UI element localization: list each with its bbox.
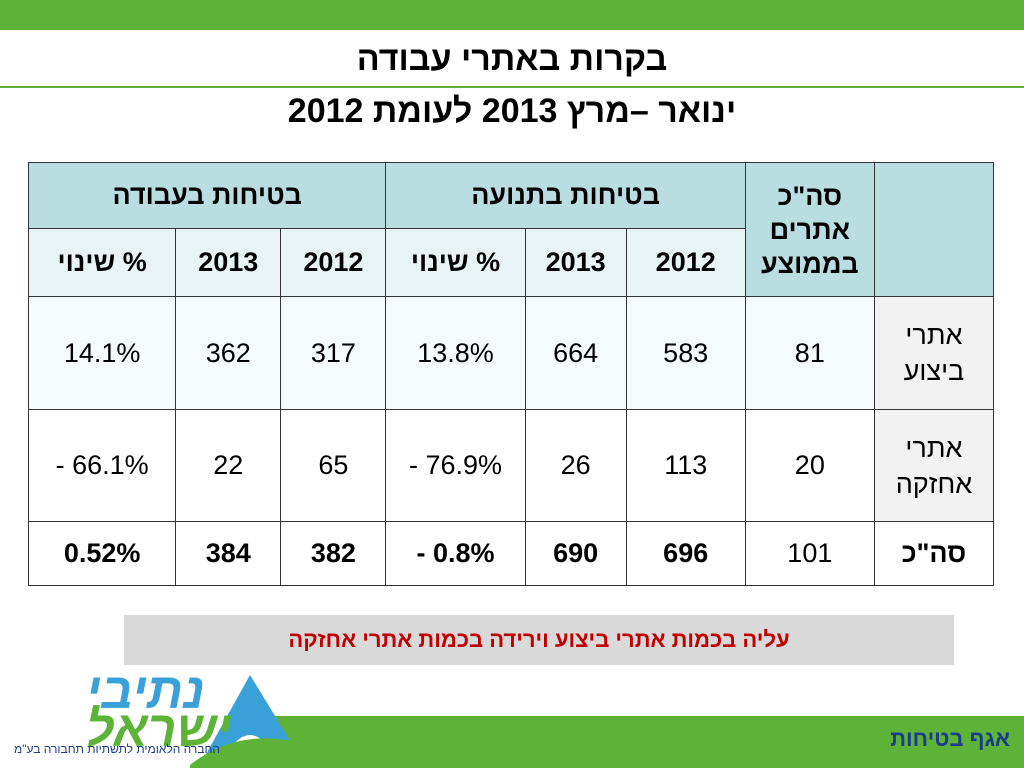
work-2013-total-cell: 384	[175, 521, 282, 586]
traffic-change-cell: 13.8%	[385, 296, 526, 410]
work-2013-cell: 362	[175, 296, 282, 410]
summary-note: עליה בכמות אתרי ביצוע וירידה בכמות אתרי …	[124, 615, 954, 665]
slide-title: בקרות באתרי עבודה	[356, 40, 668, 78]
traffic-2013-cell: 664	[524, 296, 627, 410]
logo-road-icon	[190, 675, 310, 768]
table-row: אתרי אחזקה 20 113 26 - 76.9% 65 22 - 66.…	[27, 409, 995, 522]
slide-subtitle: ינואר –מרץ 2013 לעומת 2012	[287, 92, 737, 130]
work-safety-header: בטיחות בעבודה	[27, 162, 387, 229]
logo-text-line1: נתיבי	[86, 663, 205, 719]
total-sites-header: סה"כ אתרים בממוצע	[744, 162, 875, 297]
traffic-change-cell: - 76.9%	[385, 409, 526, 522]
corner-header-cell	[873, 162, 995, 297]
department-label: אגף בטיחות	[890, 726, 1010, 751]
row-label-total: סה"כ	[873, 521, 995, 586]
work-2013-cell: 22	[175, 409, 282, 522]
work-change-cell: 14.1%	[27, 296, 177, 410]
sites-total-cell: 101	[744, 521, 875, 586]
work-2012-cell: 65	[280, 409, 387, 522]
traffic-2012-cell: 113	[625, 409, 746, 522]
sites-cell: 81	[744, 296, 875, 410]
traffic-2012-header: 2012	[625, 228, 746, 297]
traffic-2013-total-cell: 690	[524, 521, 627, 586]
traffic-2012-total-cell: 696	[625, 521, 746, 586]
work-change-total-cell: 0.52%	[27, 521, 177, 586]
row-label: אתרי אחזקה	[873, 409, 995, 522]
data-table: סה"כ אתרים בממוצע בטיחות בתנועה בטיחות ב…	[27, 162, 995, 586]
logo-tagline: החברה הלאומית לתשתיות תחבורה בע"מ	[14, 742, 221, 756]
work-2013-header: 2013	[175, 228, 282, 297]
row-label: אתרי ביצוע	[873, 296, 995, 410]
traffic-change-header: % שינוי	[385, 228, 526, 297]
title-background	[0, 30, 1024, 86]
work-2012-total-cell: 382	[280, 521, 387, 586]
traffic-safety-header: בטיחות בתנועה	[385, 162, 746, 229]
work-change-header: % שינוי	[27, 228, 177, 297]
table-row: אתרי ביצוע 81 583 664 13.8% 317 362 14.1…	[27, 296, 995, 410]
traffic-change-total-cell: - 0.8%	[385, 521, 526, 586]
sites-cell: 20	[744, 409, 875, 522]
traffic-2013-header: 2013	[524, 228, 627, 297]
table-row-total: סה"כ 101 696 690 - 0.8% 382 384 0.52%	[27, 521, 995, 586]
bottom-green-bar	[260, 716, 1024, 768]
traffic-2013-cell: 26	[524, 409, 627, 522]
traffic-2012-cell: 583	[625, 296, 746, 410]
logo-text-line2: ישראל	[86, 701, 232, 757]
work-change-cell: - 66.1%	[27, 409, 177, 522]
work-2012-header: 2012	[280, 228, 387, 297]
work-2012-cell: 317	[280, 296, 387, 410]
